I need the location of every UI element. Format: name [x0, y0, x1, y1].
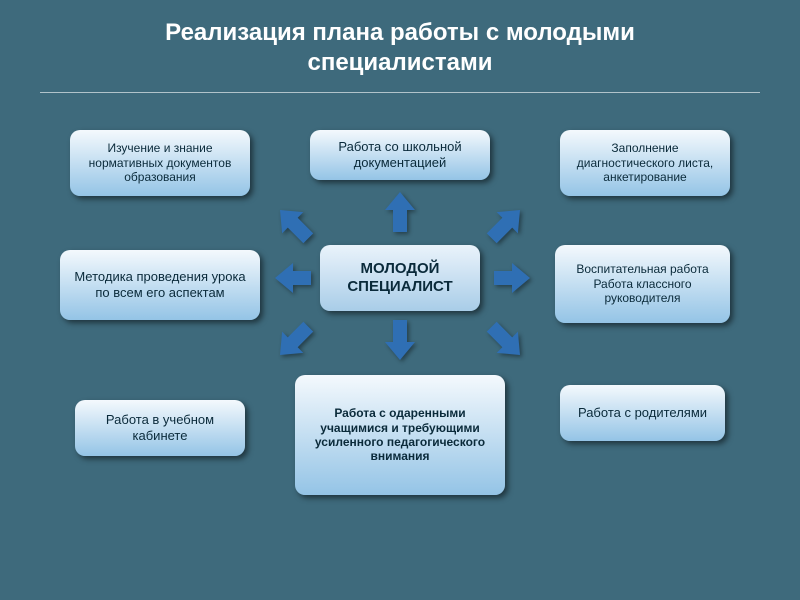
arrow [275, 263, 311, 293]
arrow [280, 322, 313, 355]
arrow [280, 210, 313, 243]
arrow [494, 263, 530, 293]
arrow [487, 210, 520, 243]
arrow [385, 320, 415, 360]
arrow [487, 322, 520, 355]
arrow [385, 192, 415, 232]
arrows-svg [0, 0, 800, 600]
slide-root: Реализация плана работы с молодыми специ… [0, 0, 800, 600]
